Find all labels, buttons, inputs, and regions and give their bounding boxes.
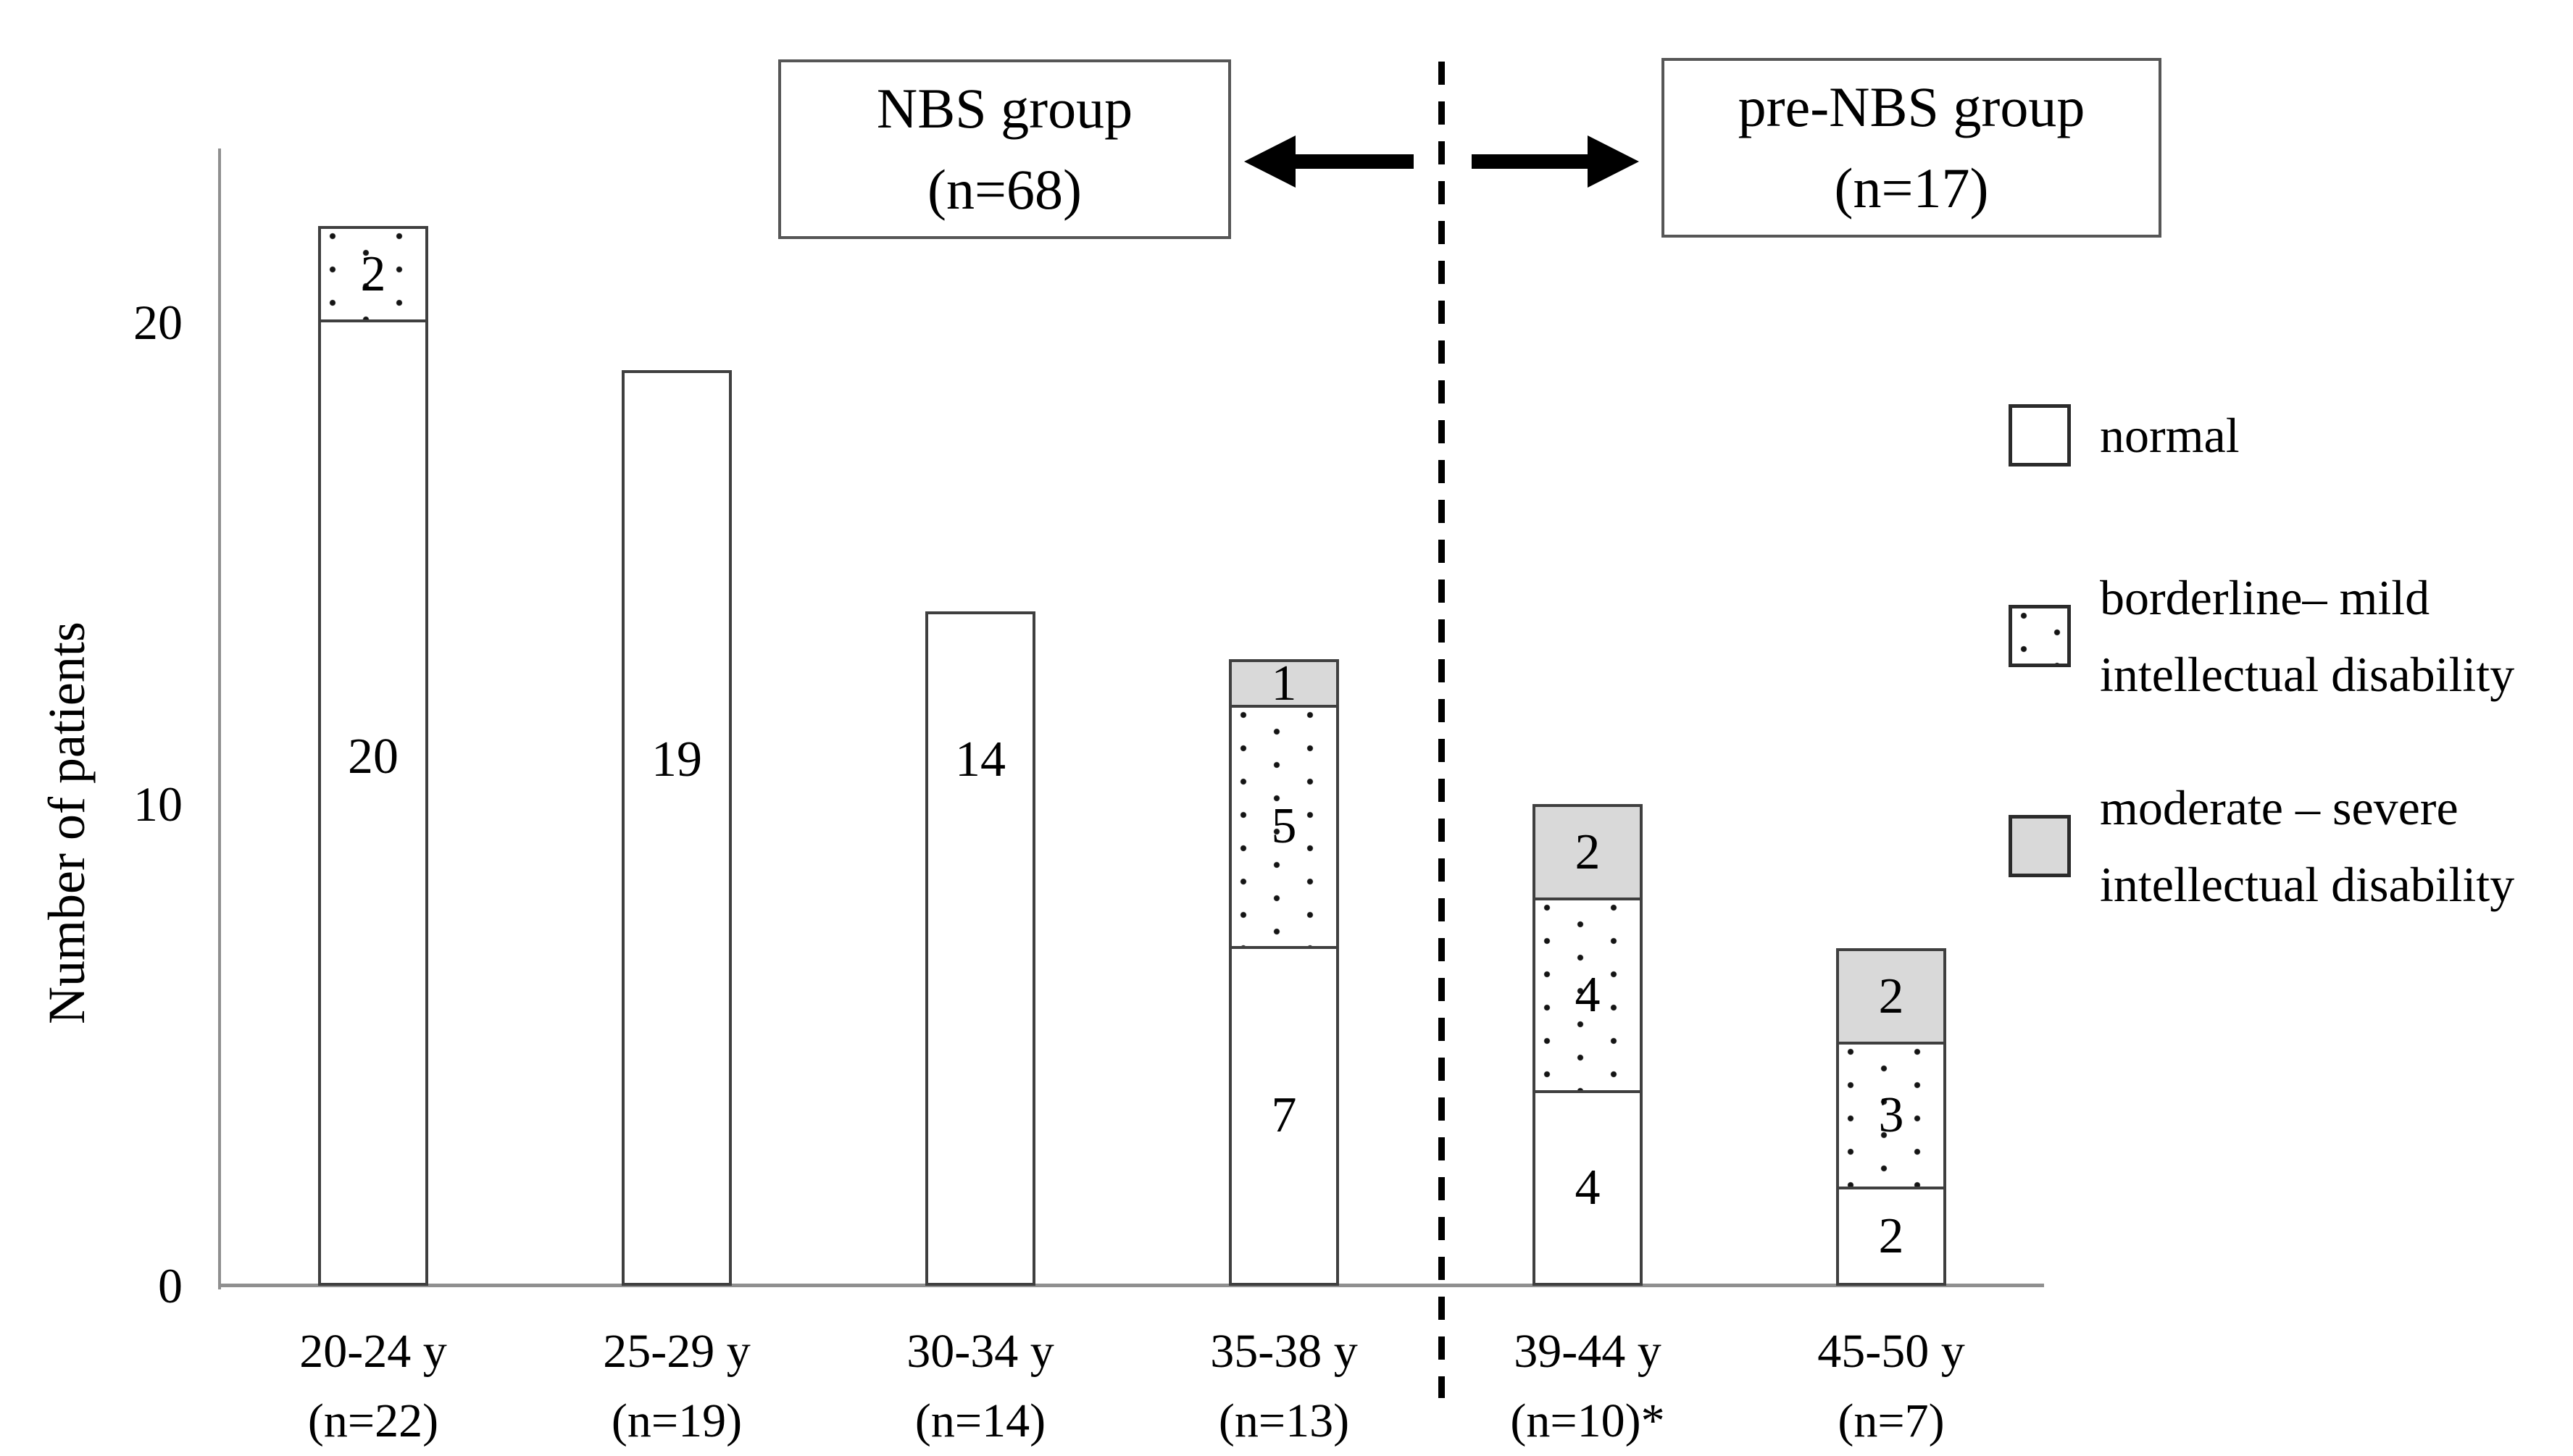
legend-label-line: moderate – severe <box>2100 780 2459 835</box>
arrow-right-icon <box>1472 135 1639 188</box>
x-label-2: 25-29 y (n=19) <box>517 1317 836 1456</box>
segment-value-label: 2 <box>1878 1208 1904 1264</box>
nbs-group-count: (n=68) <box>927 158 1082 221</box>
segment-value-label: 5 <box>1271 798 1297 855</box>
x-label-age-range: 30-34 y <box>906 1325 1054 1378</box>
x-label-5: 39-44 y (n=10)* <box>1428 1317 1747 1456</box>
group-divider-dashed-line <box>1438 62 1445 1398</box>
legend-label: moderate – severe intellectual disability <box>2100 769 2514 923</box>
x-label-n-count: (n=13) <box>1218 1394 1350 1447</box>
bar1-segment-white: 20 <box>318 322 428 1286</box>
legend-label-line: normal <box>2100 408 2240 463</box>
segment-value-label: 19 <box>651 732 702 787</box>
bar2-segment-white: 19 <box>622 370 732 1286</box>
bar-25-29y: 19 <box>622 370 732 1286</box>
segment-value-label: 2 <box>1575 824 1601 880</box>
x-label-4: 35-38 y (n=13) <box>1125 1317 1443 1456</box>
bar-20-24y: 2 20 <box>318 226 428 1286</box>
bar5-segment-dotted: 4 <box>1532 900 1643 1093</box>
legend-label-line: borderline– mild <box>2100 570 2430 625</box>
bar4-segment-dotted: 5 <box>1229 708 1339 949</box>
legend-item-borderline-mild: borderline– mild intellectual disability <box>2009 559 2514 713</box>
bar3-segment-white: 14 <box>925 611 1035 1286</box>
x-axis-line <box>218 1284 2044 1287</box>
pre-nbs-group-title: pre-NBS group <box>1738 75 2085 138</box>
nbs-group-box: NBS group (n=68) <box>778 59 1231 239</box>
pre-nbs-group-box: pre-NBS group (n=17) <box>1661 58 2161 238</box>
bar4-segment-gray: 1 <box>1229 655 1339 711</box>
bar6-segment-gray: 2 <box>1836 948 1946 1045</box>
nbs-group-title: NBS group <box>876 77 1133 140</box>
bar5-segment-white: 4 <box>1532 1093 1643 1286</box>
segment-value-label: 2 <box>1878 968 1904 1024</box>
arrow-left-icon <box>1244 135 1414 188</box>
bar1-segment-dotted: 2 <box>318 226 428 322</box>
segment-value-label: 3 <box>1878 1087 1904 1143</box>
x-label-n-count: (n=7) <box>1838 1394 1945 1447</box>
x-label-n-count: (n=19) <box>611 1394 743 1447</box>
legend-item-normal: normal <box>2009 397 2240 474</box>
segment-value-label: 20 <box>348 729 399 785</box>
segment-value-label: 1 <box>1271 655 1297 711</box>
left-right-arrows-icon <box>1244 135 1639 188</box>
bar6-segment-white: 2 <box>1836 1189 1946 1286</box>
y-tick-20: 20 <box>133 295 183 350</box>
legend-label-line: intellectual disability <box>2100 647 2515 702</box>
bar6-segment-dotted: 3 <box>1836 1045 1946 1189</box>
x-label-age-range: 39-44 y <box>1514 1325 1661 1378</box>
segment-value-label: 14 <box>955 732 1006 787</box>
y-axis-line <box>218 148 221 1289</box>
x-label-age-range: 35-38 y <box>1210 1325 1358 1378</box>
legend-swatch-borderline-mild-icon <box>2009 605 2071 667</box>
legend-label-line: intellectual disability <box>2100 857 2515 912</box>
x-label-n-count: (n=22) <box>307 1394 439 1447</box>
x-label-age-range: 45-50 y <box>1817 1325 1965 1378</box>
segment-value-label: 4 <box>1575 1160 1601 1216</box>
x-label-age-range: 20-24 y <box>299 1325 447 1378</box>
segment-value-label: 2 <box>360 246 386 302</box>
legend-label: normal <box>2100 397 2240 474</box>
legend-swatch-moderate-severe-icon <box>2009 815 2071 877</box>
legend-item-moderate-severe: moderate – severe intellectual disability <box>2009 769 2514 923</box>
legend-label: borderline– mild intellectual disability <box>2100 559 2514 713</box>
bar4-segment-white: 7 <box>1229 948 1339 1286</box>
bar-39-44y: 2 4 4 <box>1532 804 1643 1286</box>
segment-value-label: 7 <box>1271 1087 1297 1144</box>
bar-45-50y: 2 3 2 <box>1836 948 1946 1286</box>
bar5-segment-gray: 2 <box>1532 804 1643 900</box>
x-label-3: 30-34 y (n=14) <box>821 1317 1140 1456</box>
x-label-age-range: 25-29 y <box>603 1325 751 1378</box>
segment-value-label: 4 <box>1575 967 1601 1023</box>
x-label-1: 20-24 y (n=22) <box>214 1317 533 1456</box>
x-label-n-count: (n=14) <box>914 1394 1046 1447</box>
y-tick-10: 10 <box>133 777 183 832</box>
pre-nbs-group-count: (n=17) <box>1834 156 1989 219</box>
y-tick-0: 0 <box>158 1258 183 1313</box>
bar-30-34y: 14 <box>925 611 1035 1286</box>
x-label-n-count: (n=10)* <box>1510 1394 1665 1447</box>
bar-35-38y: 1 5 7 <box>1229 655 1339 1286</box>
legend-swatch-normal-icon <box>2009 404 2071 466</box>
x-label-6: 45-50 y (n=7) <box>1732 1317 2051 1456</box>
